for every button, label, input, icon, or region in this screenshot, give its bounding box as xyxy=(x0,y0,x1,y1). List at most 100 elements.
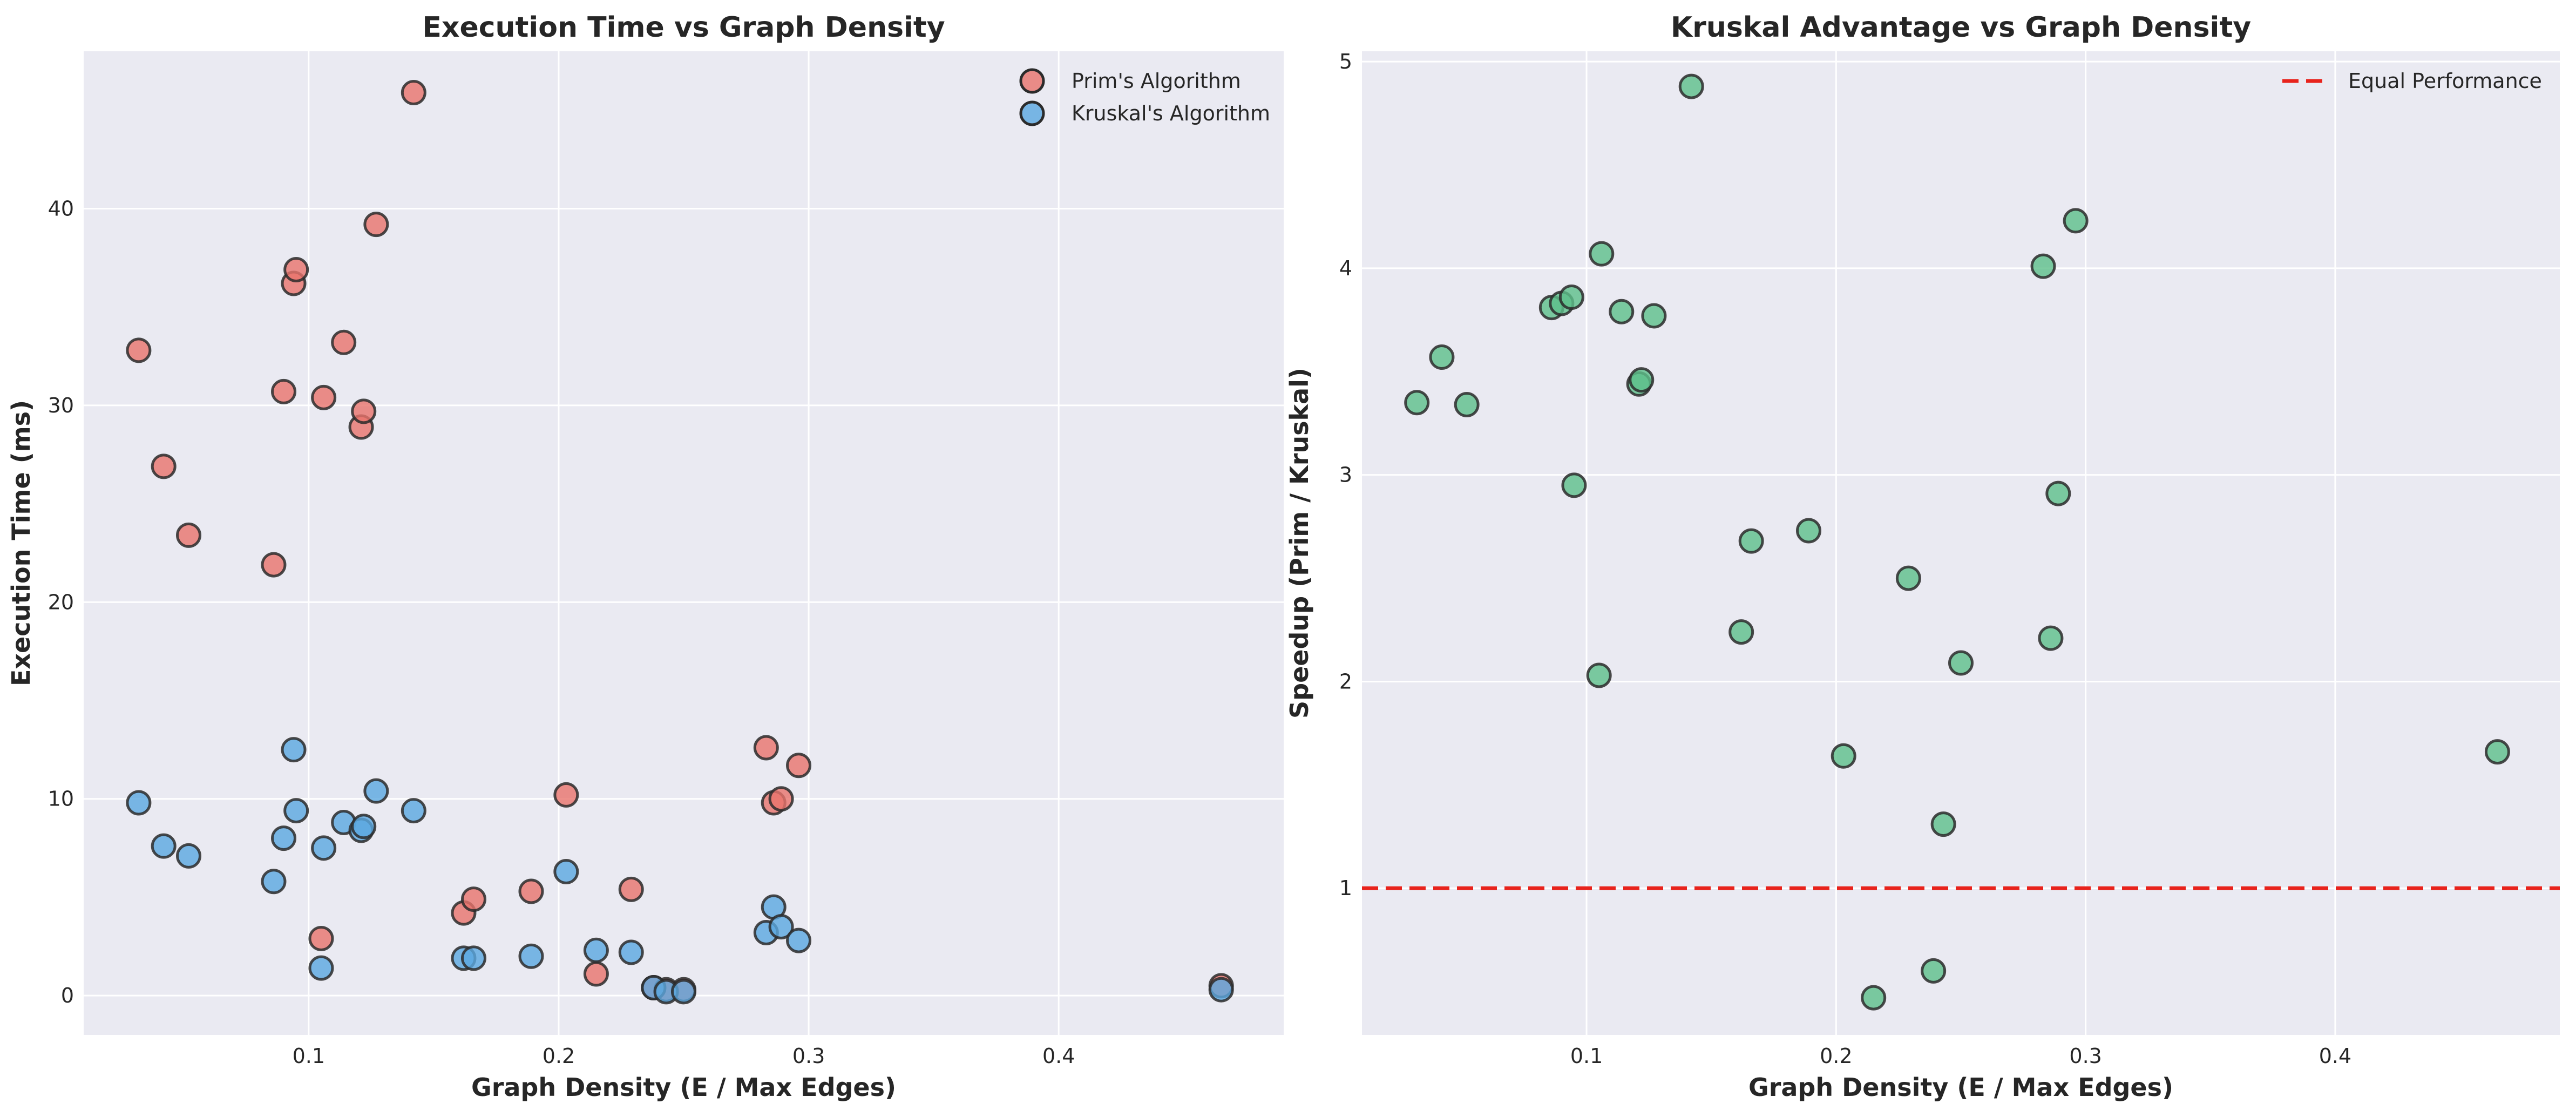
data-point xyxy=(786,928,812,953)
data-point xyxy=(271,825,296,851)
data-point xyxy=(618,939,644,965)
data-point xyxy=(176,522,202,548)
data-point xyxy=(618,876,644,902)
right-chart-panel: 0.1 0.2 0.3 0.4 1 2 3 4 5 Kruskal Advantage vs G… xyxy=(1285,11,2560,1102)
data-point xyxy=(1678,73,1704,99)
data-point xyxy=(753,735,779,761)
x-tick-label: 0.1 xyxy=(293,1044,325,1068)
right-data-points xyxy=(1404,73,2510,1011)
data-point xyxy=(786,753,812,778)
x-tick-label: 0.4 xyxy=(2319,1044,2351,1068)
data-point xyxy=(518,943,544,969)
data-point xyxy=(1641,303,1667,329)
y-tick-label: 4 xyxy=(1339,256,1352,280)
data-point xyxy=(583,937,609,963)
data-point xyxy=(1629,367,1655,393)
data-point xyxy=(1609,299,1635,324)
data-point xyxy=(281,737,307,763)
data-point xyxy=(1930,811,1956,837)
y-tick-label: 10 xyxy=(48,787,74,811)
right-chart-title: Kruskal Advantage vs Graph Density xyxy=(1671,11,2251,44)
y-tick-label: 3 xyxy=(1339,463,1352,487)
data-point xyxy=(553,859,579,885)
data-point xyxy=(2030,253,2056,279)
data-point xyxy=(308,925,334,951)
left-y-axis-label: Execution Time (ms) xyxy=(6,400,36,686)
right-plot-area xyxy=(1362,51,2560,1035)
data-point xyxy=(401,798,426,824)
x-tick-label: 0.2 xyxy=(543,1044,575,1068)
data-point xyxy=(308,955,334,981)
data-point xyxy=(2484,739,2510,765)
data-point xyxy=(2038,625,2064,651)
y-tick-label: 5 xyxy=(1339,50,1352,73)
y-tick-label: 1 xyxy=(1339,876,1352,900)
data-point xyxy=(1454,392,1480,418)
data-point xyxy=(1895,565,1921,591)
x-tick-label: 0.4 xyxy=(1042,1044,1075,1068)
data-point xyxy=(311,384,337,410)
x-tick-label: 0.3 xyxy=(792,1044,825,1068)
data-point xyxy=(1589,241,1615,267)
data-point xyxy=(401,80,426,106)
right-tick-labels: 0.1 0.2 0.3 0.4 1 2 3 4 5 xyxy=(1339,50,2351,1068)
data-point xyxy=(151,833,177,859)
data-point xyxy=(351,814,377,840)
data-point xyxy=(1861,985,1887,1011)
right-gridlines xyxy=(1362,51,2560,1035)
data-point xyxy=(553,782,579,808)
legend-label-prim: Prim's Algorithm xyxy=(1072,69,1241,93)
x-tick-label: 0.2 xyxy=(1820,1044,1852,1068)
data-point xyxy=(271,378,296,404)
data-point xyxy=(768,914,794,940)
data-point xyxy=(261,869,287,895)
legend-label-equal-performance: Equal Performance xyxy=(2348,69,2542,93)
x-tick-label: 0.1 xyxy=(1570,1044,1603,1068)
y-tick-label: 30 xyxy=(48,394,74,417)
data-point xyxy=(351,398,377,424)
y-tick-label: 2 xyxy=(1339,669,1352,693)
data-point xyxy=(518,878,544,904)
data-point xyxy=(176,843,202,869)
data-point xyxy=(1208,977,1234,1003)
right-y-axis-label: Speedup (Prim / Kruskal) xyxy=(1285,368,1314,719)
data-point xyxy=(1404,390,1430,416)
data-point xyxy=(2045,480,2071,506)
data-point xyxy=(1429,344,1455,370)
left-gridlines xyxy=(84,51,1284,1035)
data-point xyxy=(1796,518,1822,544)
right-x-axis-label: Graph Density (E / Max Edges) xyxy=(1748,1073,2173,1102)
data-point xyxy=(283,798,309,824)
series-2-points xyxy=(126,737,1234,1005)
data-point xyxy=(1586,662,1612,688)
data-point xyxy=(460,886,486,912)
data-point xyxy=(1738,528,1764,554)
data-point xyxy=(363,778,389,804)
x-tick-label: 0.3 xyxy=(2069,1044,2102,1068)
right-legend: Equal Performance xyxy=(2282,69,2542,93)
data-point xyxy=(126,790,152,816)
data-point xyxy=(261,552,287,578)
data-point xyxy=(1558,285,1584,310)
y-tick-label: 20 xyxy=(48,590,74,614)
left-chart-title: Execution Time vs Graph Density xyxy=(422,11,945,44)
y-tick-label: 0 xyxy=(61,984,74,1007)
data-point xyxy=(768,786,794,812)
left-data-points xyxy=(126,80,1234,1005)
data-point xyxy=(126,337,152,363)
left-plot-area xyxy=(84,51,1284,1035)
data-point xyxy=(583,961,609,987)
legend-label-kruskal: Kruskal's Algorithm xyxy=(1072,101,1270,125)
data-point xyxy=(1948,650,1974,676)
y-tick-label: 40 xyxy=(48,197,74,221)
data-point xyxy=(671,979,696,1005)
data-point xyxy=(283,256,309,282)
legend-marker-kruskal xyxy=(1019,100,1045,126)
left-tick-labels: 0.1 0.2 0.3 0.4 0 10 20 30 40 xyxy=(48,197,1075,1068)
data-point xyxy=(363,212,389,238)
data-point xyxy=(331,329,357,355)
left-legend: Prim's Algorithm Kruskal's Algorithm xyxy=(1019,68,1270,126)
data-point xyxy=(460,945,486,971)
data-point xyxy=(1728,619,1754,645)
